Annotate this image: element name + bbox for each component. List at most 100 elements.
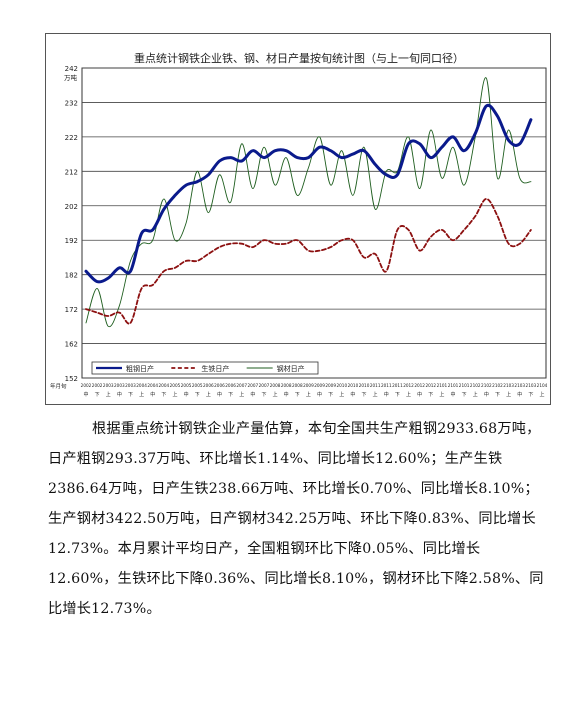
x-tick-sublabel: 下 — [428, 392, 433, 398]
x-tick-sublabel: 下 — [362, 392, 367, 398]
x-tick-sublabel: 上 — [473, 391, 478, 398]
x-tick-label: 2003 — [125, 383, 136, 388]
x-tick-sublabel: 下 — [161, 392, 166, 398]
x-tick-sublabel: 中 — [517, 391, 522, 398]
x-tick-sublabel: 上 — [539, 391, 544, 398]
x-tick-label: 2004 — [159, 383, 170, 388]
x-tick-sublabel: 上 — [306, 391, 311, 398]
x-tick-sublabel: 中 — [284, 391, 289, 398]
x-tick-label: 2104 — [537, 383, 548, 388]
chart-title: 重点统计钢铁企业铁、钢、材日产量按旬统计图（与上一旬同口径） — [134, 52, 464, 65]
x-tick-sublabel: 上 — [439, 391, 444, 398]
x-tick-sublabel: 中 — [350, 391, 355, 398]
x-tick-label: 2002 — [81, 383, 92, 388]
x-tick-label: 2011 — [381, 383, 392, 388]
series-line-1 — [84, 103, 533, 284]
x-tick-label: 2006 — [203, 383, 214, 388]
x-tick-sublabel: 中 — [150, 391, 155, 398]
x-tick-sublabel: 上 — [406, 391, 411, 398]
legend-label: 生铁日产 — [201, 364, 229, 373]
x-tick-sublabel: 中 — [83, 391, 88, 398]
x-axis-label: 年月旬 — [50, 382, 67, 390]
series-line-2 — [85, 198, 532, 325]
x-tick-label: 2103 — [514, 383, 525, 388]
x-tick-sublabel: 下 — [462, 392, 467, 398]
y-tick-label: 202 — [65, 203, 78, 211]
x-tick-sublabel: 中 — [117, 391, 122, 398]
x-tick-label: 2101 — [437, 383, 448, 388]
x-tick-label: 2010 — [359, 383, 370, 388]
x-tick-label: 2007 — [236, 383, 247, 388]
x-tick-sublabel: 下 — [495, 392, 500, 398]
x-tick-sublabel: 中 — [484, 391, 489, 398]
article-paragraph: 根据重点统计钢铁企业产量估算，本旬全国共生产粗钢2933.68万吨，日产粗钢29… — [48, 421, 544, 617]
x-tick-sublabel: 上 — [273, 391, 278, 398]
x-tick-sublabel: 中 — [250, 391, 255, 398]
x-tick-label: 2101 — [448, 383, 459, 388]
x-tick-sublabel: 下 — [228, 392, 233, 398]
x-tick-sublabel: 上 — [373, 391, 378, 398]
legend-label: 钢材日产 — [277, 364, 305, 373]
x-tick-label: 2009 — [314, 383, 325, 388]
legend-label: 粗钢日产 — [126, 364, 154, 373]
x-tick-label: 2103 — [526, 383, 537, 388]
x-tick-label: 2010 — [348, 383, 359, 388]
y-tick-label: 152 — [65, 375, 78, 383]
y-tick-label: 182 — [65, 272, 78, 280]
y-tick-label: 222 — [65, 134, 78, 142]
x-tick-label: 2008 — [281, 383, 292, 388]
x-tick-sublabel: 中 — [217, 391, 222, 398]
x-tick-label: 2008 — [292, 383, 303, 388]
x-tick-sublabel: 下 — [128, 392, 133, 398]
x-tick-label: 2006 — [214, 383, 225, 388]
x-tick-label: 2102 — [492, 383, 503, 388]
x-tick-label: 2009 — [303, 383, 314, 388]
x-tick-label: 2002 — [92, 383, 103, 388]
x-tick-label: 2003 — [103, 383, 114, 388]
x-tick-sublabel: 上 — [106, 391, 111, 398]
x-tick-label: 2012 — [414, 383, 425, 388]
x-tick-sublabel: 上 — [139, 391, 144, 398]
x-tick-label: 2101 — [459, 383, 470, 388]
x-tick-label: 2102 — [470, 383, 481, 388]
y-tick-label: 212 — [65, 168, 78, 176]
chart-frame: 重点统计钢铁企业铁、钢、材日产量按旬统计图（与上一旬同口径） 152 162 172… — [45, 33, 551, 405]
x-tick-label: 2103 — [503, 383, 514, 388]
y-tick-label: 162 — [65, 341, 78, 349]
x-tick-label: 2005 — [192, 383, 203, 388]
plot-area — [81, 67, 547, 379]
x-tick-sublabel: 上 — [339, 391, 344, 398]
x-tick-label: 2003 — [114, 383, 125, 388]
x-tick-label: 2011 — [392, 383, 403, 388]
x-tick-label: 2009 — [325, 383, 336, 388]
x-tick-sublabel: 上 — [172, 391, 177, 398]
x-tick-label: 2010 — [336, 383, 347, 388]
x-tick-label: 2102 — [481, 383, 492, 388]
y-tick-label: 232 — [65, 99, 78, 107]
x-tick-label: 2011 — [370, 383, 381, 388]
x-tick-label: 2004 — [136, 383, 147, 388]
x-tick-sublabel: 中 — [417, 391, 422, 398]
x-tick-sublabel: 下 — [395, 392, 400, 398]
x-tick-label: 2006 — [225, 383, 236, 388]
x-tick-sublabel: 下 — [328, 392, 333, 398]
y-axis-label: 万吨 — [64, 73, 78, 82]
x-tick-label: 2012 — [425, 383, 436, 388]
x-tick-label: 2007 — [259, 383, 270, 388]
series-line-3 — [85, 77, 532, 328]
x-tick-sublabel: 下 — [261, 392, 266, 398]
y-tick-label: 242 — [65, 65, 78, 73]
x-tick-label: 2005 — [170, 383, 181, 388]
x-tick-sublabel: 中 — [451, 391, 456, 398]
x-tick-sublabel: 上 — [206, 391, 211, 398]
y-tick-label: 192 — [65, 237, 78, 245]
article-text: 根据重点统计钢铁企业产量估算，本旬全国共生产粗钢2933.68万吨，日产粗钢29… — [48, 414, 548, 624]
x-tick-sublabel: 上 — [506, 391, 511, 398]
y-tick-label: 172 — [65, 306, 78, 314]
x-tick-label: 2008 — [270, 383, 281, 388]
x-tick-sublabel: 中 — [384, 391, 389, 398]
x-tick-sublabel: 下 — [95, 392, 100, 398]
x-tick-label: 2007 — [247, 383, 258, 388]
x-tick-label: 2012 — [403, 383, 414, 388]
